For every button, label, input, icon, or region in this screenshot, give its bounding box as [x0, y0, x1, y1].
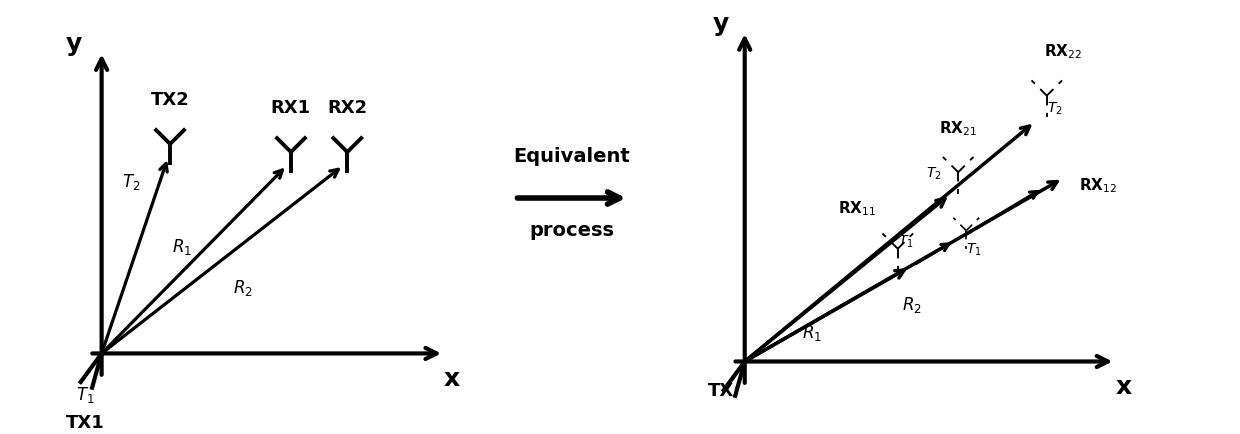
Text: x: x — [1115, 374, 1131, 398]
Text: $T_2$: $T_2$ — [1047, 101, 1063, 117]
Text: Equivalent: Equivalent — [513, 147, 630, 166]
Text: RX$_{22}$: RX$_{22}$ — [1044, 42, 1083, 61]
Text: TX2: TX2 — [151, 91, 190, 108]
Text: $T_1$: $T_1$ — [76, 384, 94, 404]
Text: y: y — [713, 12, 729, 36]
Text: $R_2$: $R_2$ — [233, 277, 252, 297]
Text: RX1: RX1 — [270, 99, 311, 117]
Text: $T_1$: $T_1$ — [966, 241, 982, 257]
Text: TX1: TX1 — [66, 413, 105, 431]
Text: RX$_{11}$: RX$_{11}$ — [838, 199, 877, 218]
Text: y: y — [66, 32, 82, 56]
Text: RX$_{12}$: RX$_{12}$ — [1079, 175, 1117, 194]
Text: TX: TX — [708, 381, 734, 399]
Text: $T_2$: $T_2$ — [926, 165, 941, 181]
Text: $R_1$: $R_1$ — [801, 322, 821, 342]
Text: process: process — [529, 220, 614, 240]
Text: RX$_{21}$: RX$_{21}$ — [939, 118, 977, 137]
Text: $T_1$: $T_1$ — [898, 233, 914, 250]
Text: $R_1$: $R_1$ — [172, 237, 192, 257]
Text: $R_2$: $R_2$ — [901, 294, 921, 314]
Text: x: x — [444, 366, 460, 390]
Text: RX2: RX2 — [327, 99, 367, 117]
Text: $T_2$: $T_2$ — [122, 171, 140, 191]
